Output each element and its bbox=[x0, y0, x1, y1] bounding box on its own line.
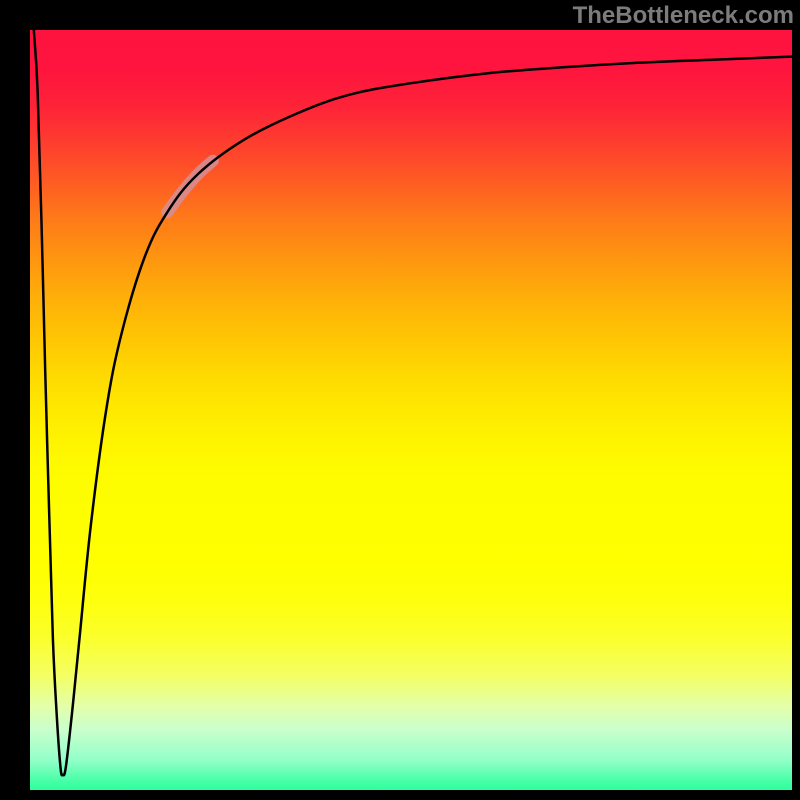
chart-container: { "watermark": "TheBottleneck.com", "cha… bbox=[0, 0, 800, 800]
plot-background bbox=[30, 30, 792, 790]
watermark-text: TheBottleneck.com bbox=[573, 2, 794, 30]
bottleneck-curve-chart bbox=[0, 0, 800, 800]
